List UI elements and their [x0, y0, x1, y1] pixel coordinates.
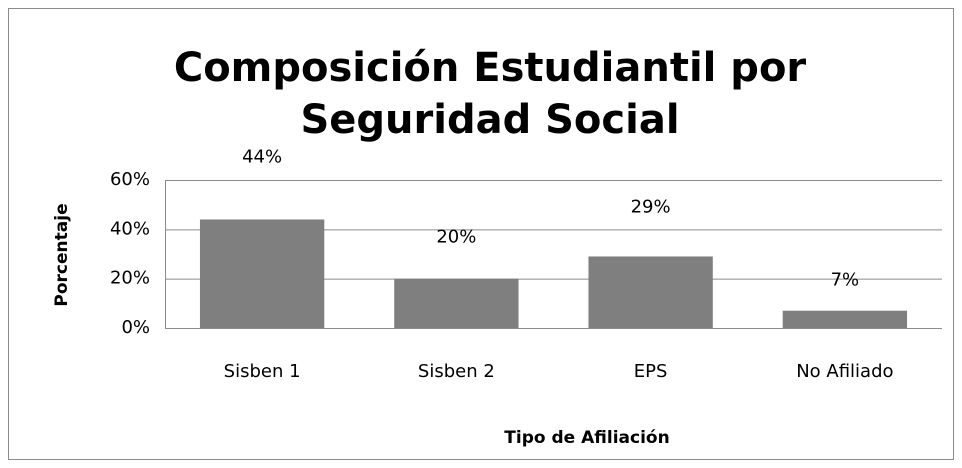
bar [199, 219, 325, 328]
bar [782, 310, 908, 328]
bar [588, 256, 713, 328]
y-tick-label: 20% [110, 268, 150, 289]
y-axis-title: Porcentaje [52, 203, 72, 306]
x-axis-title: Tipo de Afiliación [504, 428, 669, 448]
x-tick-label: EPS [634, 361, 668, 382]
bar [394, 278, 519, 328]
y-tick-label: 60% [110, 169, 150, 190]
data-label: 20% [436, 226, 476, 247]
y-tick-label: 0% [121, 317, 150, 338]
x-tick-label: No Afiliado [796, 361, 893, 382]
data-label: 7% [831, 270, 860, 291]
data-label: 44% [242, 146, 282, 167]
x-tick-label: Sisben 2 [418, 361, 495, 382]
x-tick-label: Sisben 1 [224, 361, 301, 382]
data-label: 29% [631, 196, 671, 217]
chart-title: Composición Estudiantil por [174, 45, 807, 91]
chart-title: Seguridad Social [300, 97, 679, 143]
y-tick-label: 40% [110, 218, 150, 239]
